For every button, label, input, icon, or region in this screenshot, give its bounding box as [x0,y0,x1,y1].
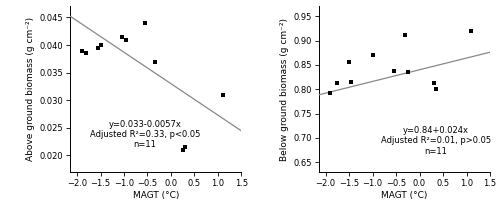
Point [432,88,440,91]
Point [467,29,475,32]
Point [326,91,334,94]
Text: y=0.84+0.024x
Adjusted R²=0.01, p>0.05
n=11: y=0.84+0.024x Adjusted R²=0.01, p>0.05 n… [381,126,491,155]
Point [118,35,126,38]
Point [94,46,102,50]
Point [218,93,226,97]
X-axis label: MAGT (°C): MAGT (°C) [381,191,428,200]
Point [402,33,409,36]
Point [334,81,342,85]
Y-axis label: Above ground biomass (g cm⁻²): Above ground biomass (g cm⁻²) [26,17,35,161]
Point [150,60,158,63]
Point [178,148,186,152]
X-axis label: MAGT (°C): MAGT (°C) [132,191,179,200]
Point [122,38,130,41]
Point [82,52,90,55]
Point [430,82,438,85]
Point [181,146,189,149]
Point [78,49,86,52]
Point [390,69,398,72]
Point [404,70,412,73]
Point [141,21,149,25]
Point [96,43,104,47]
Point [368,53,376,57]
Point [345,61,353,64]
Point [348,81,356,84]
Y-axis label: Below ground biomass (g cm⁻²): Below ground biomass (g cm⁻²) [280,18,289,161]
Text: y=0.033-0.0057x
Adjusted R²=0.33, p<0.05
n=11: y=0.033-0.0057x Adjusted R²=0.33, p<0.05… [90,120,200,149]
